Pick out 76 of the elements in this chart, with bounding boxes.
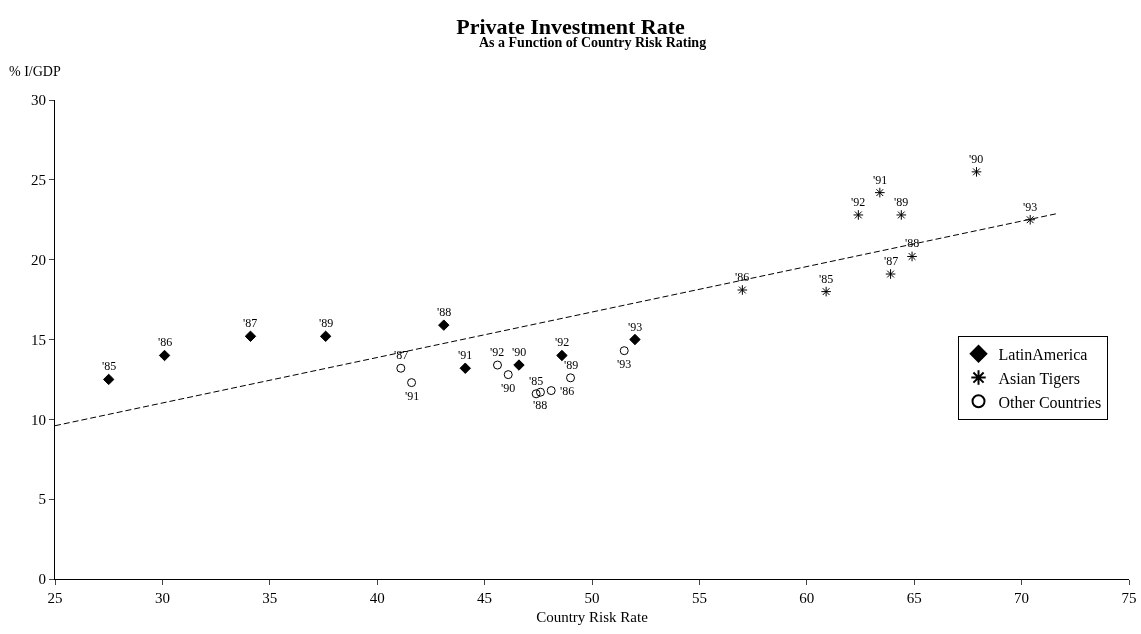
point: [158, 349, 171, 362]
annotation: '86: [560, 384, 575, 398]
annotation: '86: [158, 335, 173, 349]
point: [492, 360, 502, 370]
x-tick-label: 50: [584, 590, 600, 606]
annotation: '93: [617, 357, 632, 371]
x-tick-label: 60: [799, 590, 815, 606]
point: [853, 209, 864, 221]
annotation: '93: [1023, 200, 1038, 214]
point: [396, 363, 406, 373]
point: [885, 268, 896, 280]
point: [820, 286, 832, 297]
annotation: '89: [894, 195, 909, 209]
point: [244, 330, 257, 343]
annotation: '93: [628, 320, 643, 334]
point: [407, 378, 417, 388]
annotation: '87: [243, 316, 258, 330]
point: [531, 389, 541, 399]
annotation: '87: [394, 348, 409, 362]
annotation: '88: [533, 398, 548, 412]
annotation: '90: [512, 345, 527, 359]
annotation: '91: [873, 173, 888, 187]
point: [319, 330, 332, 343]
point: [503, 370, 513, 380]
point: [566, 373, 576, 383]
point: [619, 346, 629, 356]
point: [896, 209, 907, 221]
annotation: '91: [458, 348, 473, 362]
annotation: '92: [555, 335, 570, 349]
x-tick-label: 45: [477, 590, 493, 606]
x-tick-label: 70: [1014, 590, 1030, 606]
x-tick-label: 30: [154, 590, 170, 606]
y-tick-label: 5: [38, 491, 46, 508]
point: [629, 333, 641, 346]
annotation: '85: [529, 374, 544, 388]
annotation: '86: [735, 270, 750, 284]
annotation: '89: [564, 358, 579, 372]
annotation: '92: [490, 345, 505, 359]
y-axis-title: % I/GDP: [9, 64, 61, 79]
point: [971, 166, 982, 178]
annotation: '88: [437, 305, 452, 319]
y-tick-label: 25: [31, 172, 46, 189]
y-tick-label: 15: [31, 331, 46, 348]
x-axis-title: Country Risk Rate: [536, 609, 649, 625]
annotation: '89: [319, 316, 334, 330]
y-tick-label: 30: [31, 92, 46, 109]
y-tick-label: 20: [31, 251, 46, 268]
point: [438, 319, 450, 331]
point: [906, 251, 918, 262]
annotation: '92: [851, 195, 866, 209]
annotation: '91: [405, 389, 420, 403]
x-tick-label: 40: [369, 590, 385, 606]
x-tick-label: 65: [906, 590, 922, 606]
annotation: '90: [969, 152, 984, 166]
annotation: '88: [905, 236, 920, 250]
point: [737, 284, 748, 296]
annotation: '90: [501, 381, 516, 395]
point: [535, 387, 545, 397]
point: [103, 373, 115, 386]
point: [546, 386, 556, 396]
legend-label: Other Countries: [998, 393, 1102, 411]
point: [874, 187, 886, 198]
x-tick-label: 35: [262, 590, 278, 606]
annotation: '87: [884, 254, 899, 268]
point: [459, 362, 471, 374]
annotation: '85: [102, 359, 117, 373]
x-tick-label: 75: [1121, 590, 1137, 606]
point: [1024, 214, 1036, 226]
y-tick-label: 10: [31, 411, 46, 428]
legend-label: Asian Tigers: [998, 369, 1080, 388]
point: [513, 359, 525, 371]
annotation: '85: [819, 272, 834, 286]
point: [556, 349, 568, 362]
x-tick-label: 55: [691, 590, 707, 606]
y-tick-label: 0: [38, 571, 46, 588]
legend-label: LatinAmerica: [998, 345, 1088, 363]
